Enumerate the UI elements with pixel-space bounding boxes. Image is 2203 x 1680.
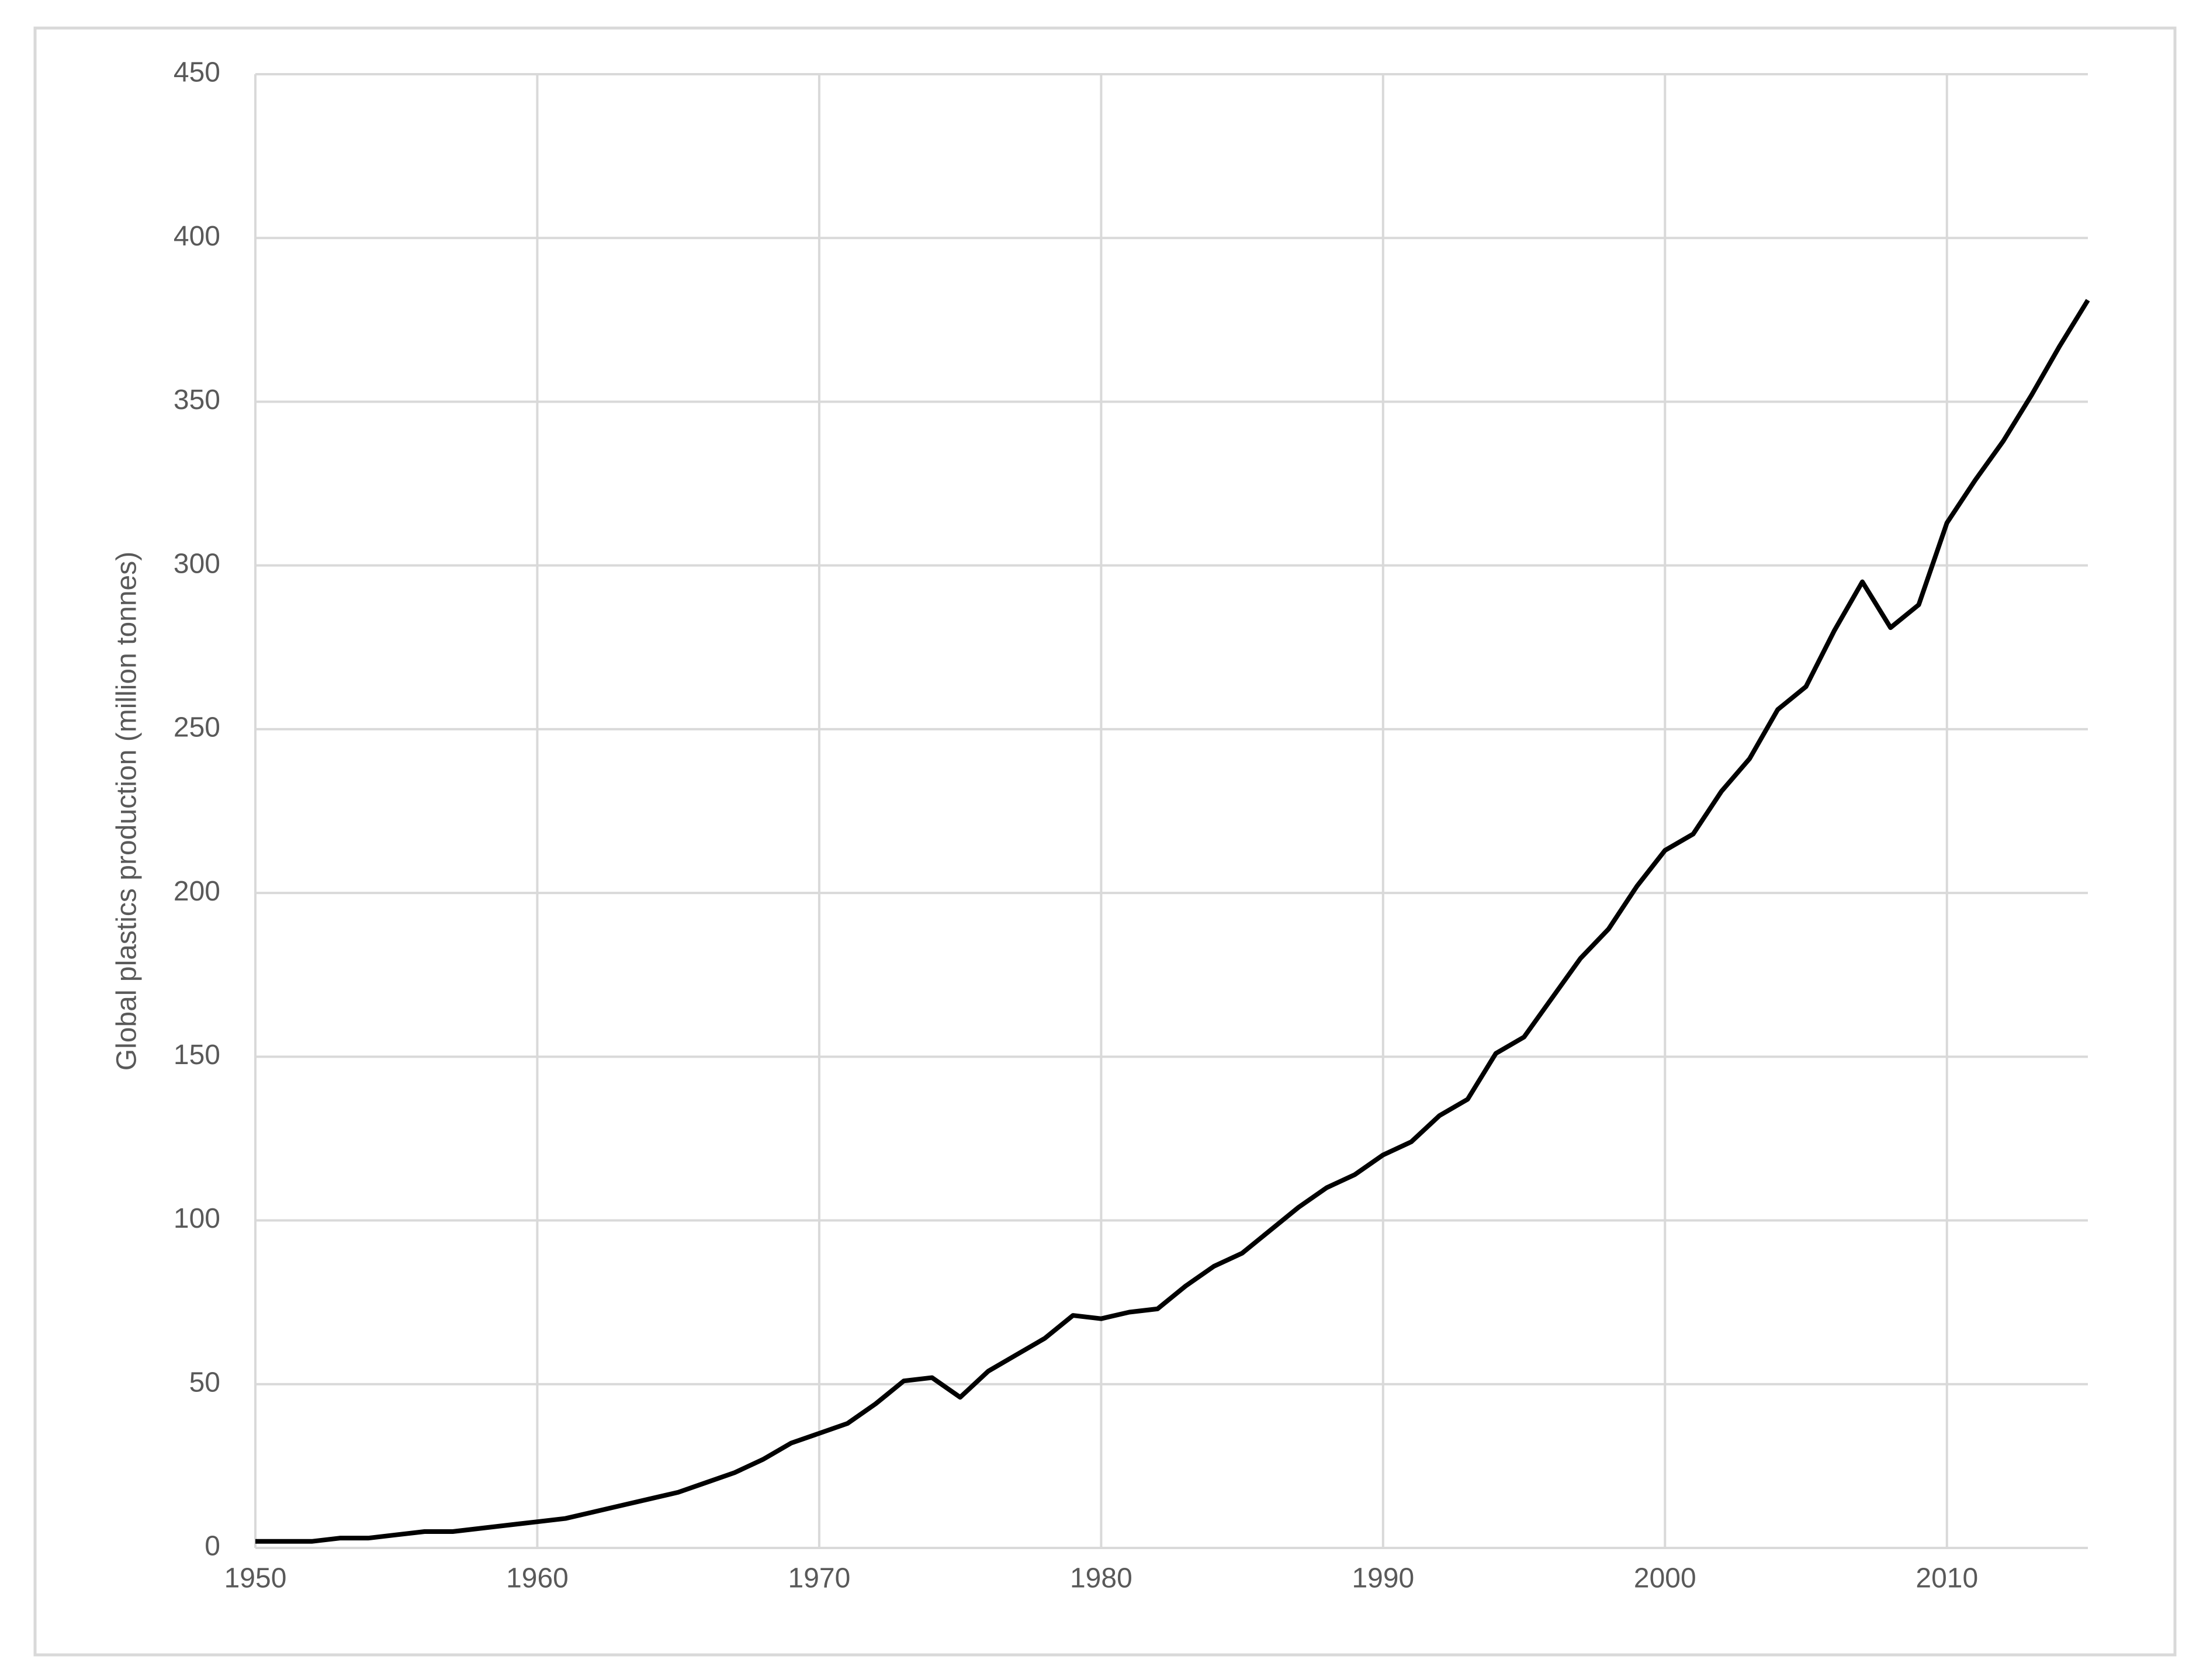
x-tick-label: 1970 xyxy=(788,1563,851,1594)
x-tick-label: 2010 xyxy=(1915,1563,1978,1594)
x-tick-label: 2000 xyxy=(1634,1563,1696,1594)
y-tick-label: 350 xyxy=(174,385,220,415)
y-tick-label: 100 xyxy=(174,1203,220,1234)
y-tick-label: 300 xyxy=(174,548,220,579)
y-tick-label: 450 xyxy=(174,57,220,88)
x-tick-label: 1990 xyxy=(1352,1563,1414,1594)
x-tick-label: 1980 xyxy=(1070,1563,1132,1594)
y-tick-label: 150 xyxy=(174,1040,220,1071)
y-tick-label: 400 xyxy=(174,221,220,252)
x-tick-label: 1950 xyxy=(224,1563,287,1594)
data-line xyxy=(255,299,2090,1544)
y-axis-label: Global plastics production (million tonn… xyxy=(112,552,143,1071)
y-tick-label: 250 xyxy=(174,712,220,743)
y-tick-label: 200 xyxy=(174,876,220,907)
y-tick-label: 50 xyxy=(189,1367,220,1398)
x-tick-label: 1960 xyxy=(506,1563,569,1594)
chart-border xyxy=(33,26,2177,1657)
y-tick-label: 0 xyxy=(205,1531,220,1562)
